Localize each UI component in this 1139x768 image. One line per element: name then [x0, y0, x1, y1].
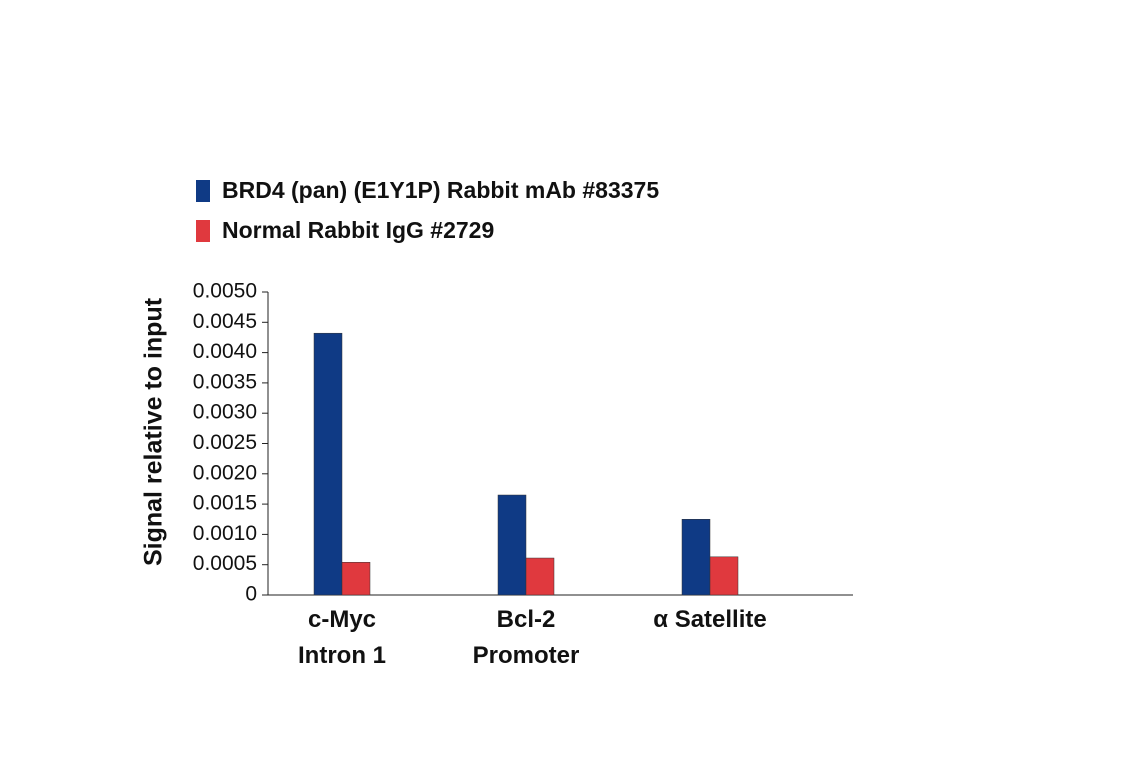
y-tick-label: 0.0050: [193, 280, 257, 303]
legend-swatch: [196, 180, 210, 202]
legend-label: Normal Rabbit IgG #2729: [222, 217, 494, 243]
bar: [313, 332, 343, 596]
y-tick-label: 0.0005: [193, 552, 257, 575]
y-tick-label: 0.0015: [193, 492, 257, 515]
legend-swatch: [196, 220, 210, 242]
x-tick-label: α Satellite: [653, 606, 767, 633]
y-tick-label: 0.0045: [193, 310, 257, 333]
x-tick-label: Bcl-2 Promoter: [472, 606, 580, 669]
y-tick-label: 0.0035: [193, 370, 257, 393]
y-tick-label: 0: [245, 583, 257, 606]
legend-label: BRD4 (pan) (E1Y1P) Rabbit mAb #83375: [222, 177, 659, 203]
bar: [709, 556, 739, 596]
bar: [341, 562, 371, 596]
y-tick-label: 0.0010: [193, 522, 257, 545]
x-tick-label: c-Myc Intron 1: [298, 606, 386, 669]
bar: [681, 519, 711, 596]
y-axis-label: Signal relative to input: [140, 297, 168, 566]
y-tick-label: 0.0020: [193, 461, 257, 484]
y-tick-label: 0.0040: [193, 340, 257, 363]
bar: [497, 494, 527, 596]
y-tick-label: 0.0030: [193, 401, 257, 424]
bar: [525, 557, 555, 596]
y-tick-label: 0.0025: [193, 431, 257, 454]
